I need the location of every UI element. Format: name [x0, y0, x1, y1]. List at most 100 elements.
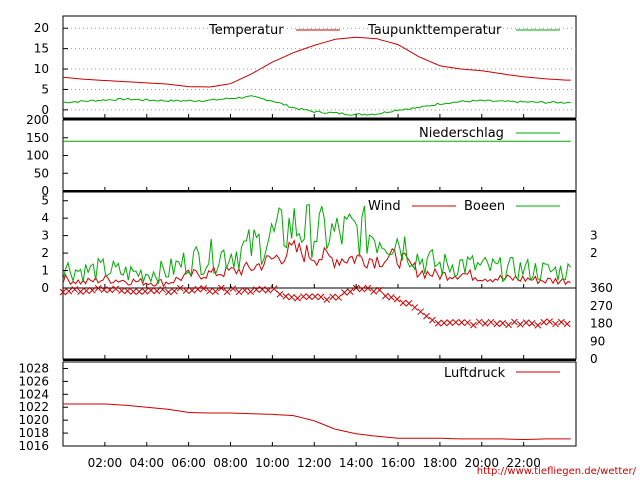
wind-direction-point [311, 293, 319, 300]
wind-direction-point [147, 287, 155, 294]
wind-direction-point [487, 318, 495, 326]
y-tick-label: 1024 [18, 387, 49, 401]
marks-layer [59, 36, 571, 441]
wind-direction-point [182, 287, 190, 294]
wind-direction-point [335, 294, 342, 301]
y-tick-label: 3 [41, 229, 49, 243]
wind-direction-point [346, 288, 354, 295]
wind-direction-point [358, 285, 366, 293]
wind-direction-point [194, 285, 202, 293]
right-tick-label: 0 [590, 352, 598, 366]
wind-direction-point [434, 319, 442, 327]
x-tick-label: 14:00 [339, 456, 374, 470]
wind-direction-point [505, 321, 512, 329]
wind-direction-point [212, 288, 219, 295]
wind-direction-point [235, 288, 243, 296]
right-tick-label: 180 [590, 317, 613, 331]
wind-direction-point [188, 287, 196, 294]
right-tick-label: 270 [590, 299, 613, 313]
wind-direction-point [112, 285, 120, 293]
wind-direction-point [217, 284, 225, 292]
wind-direction-point [341, 289, 348, 296]
legend-boeen-label: Boeen [464, 199, 505, 214]
wind-direction-point [546, 318, 553, 326]
x-tick-label: 16:00 [381, 456, 416, 470]
x-tick-label: 06:00 [171, 456, 206, 470]
wind-direction-point [282, 293, 290, 300]
legend-niederschlag-label: Niederschlag [419, 126, 504, 141]
right-tick-label: 90 [590, 334, 605, 348]
wind-direction-point [83, 287, 90, 295]
wind-direction-point [258, 286, 266, 293]
wind-direction-point [516, 321, 524, 328]
wind-direction-point [382, 292, 389, 300]
x-tick-label: 04:00 [129, 456, 164, 470]
wind-direction-point [411, 304, 419, 311]
wind-direction-point [370, 287, 378, 295]
y-tick-label: 5 [41, 82, 49, 96]
wind-direction-point [153, 287, 161, 295]
series-line-boeen [62, 203, 571, 285]
wind-direction-point [159, 286, 167, 293]
wind-direction-point [171, 287, 178, 295]
wind-direction-point [376, 286, 383, 294]
wind-direction-point [323, 296, 331, 303]
wind-direction-point [405, 300, 413, 307]
y-tick-label: 2 [41, 246, 49, 260]
y-tick-label: 20 [34, 21, 49, 35]
wind-direction-point [247, 288, 254, 295]
series-line-wind [62, 239, 571, 288]
wind-direction-point [294, 294, 301, 302]
y-tick-label: 100 [26, 149, 49, 163]
ticks-layer: 0510152005010015020001234523090180270360… [18, 21, 612, 470]
series-line-taupunkttemperatur [62, 95, 571, 116]
series-line-luftdruck [63, 403, 571, 441]
wind-direction-point [77, 288, 84, 295]
legend-wind-label: Wind [368, 199, 401, 214]
grid-layer [63, 27, 576, 111]
wind-direction-point [481, 320, 489, 327]
wind-direction-point [118, 287, 125, 294]
wind-direction-point [59, 288, 67, 296]
wind-direction-point [528, 319, 536, 327]
y-tick-label: 150 [26, 131, 49, 145]
wind-direction-point [317, 293, 325, 301]
wind-direction-point [440, 319, 448, 327]
wind-direction-point [88, 286, 96, 294]
y-tick-label: 1026 [18, 374, 49, 388]
wind-direction-point [165, 288, 172, 296]
wind-direction-point [229, 285, 237, 292]
x-tick-label: 20:00 [464, 456, 499, 470]
wind-direction-point [417, 308, 424, 316]
right-tick-label: 2 [590, 246, 598, 260]
y-tick-label: 10 [34, 62, 49, 76]
wind-direction-point [65, 287, 73, 295]
footer-url[interactable]: http://www.tiefliegen.de/wetter/ [477, 466, 637, 477]
wind-direction-point [423, 312, 430, 320]
wind-direction-point [329, 293, 337, 301]
wind-direction-point [393, 295, 401, 303]
x-tick-label: 12:00 [297, 456, 332, 470]
y-tick-label: 200 [26, 113, 49, 127]
wind-direction-point [464, 319, 471, 327]
wind-direction-point [387, 294, 395, 301]
wind-direction-point [499, 319, 507, 327]
y-tick-label: 1022 [18, 400, 49, 414]
y-tick-label: 0 [41, 281, 49, 295]
wind-direction-point [493, 320, 501, 328]
legend-temperatur-label: Temperatur [208, 23, 284, 38]
right-tick-label: 3 [590, 229, 598, 243]
wind-direction-point [429, 316, 436, 324]
wind-direction-point [305, 293, 313, 301]
wind-direction-point [253, 286, 260, 293]
y-tick-label: 1020 [18, 413, 49, 427]
wind-direction-point [470, 321, 477, 329]
wind-direction-point [534, 321, 542, 329]
x-tick-label: 18:00 [423, 456, 458, 470]
wind-direction-point [94, 284, 102, 292]
wind-direction-point [135, 288, 143, 295]
wind-direction-point [130, 288, 137, 295]
wind-direction-point [176, 284, 184, 292]
y-tick-label: 1018 [18, 426, 49, 440]
